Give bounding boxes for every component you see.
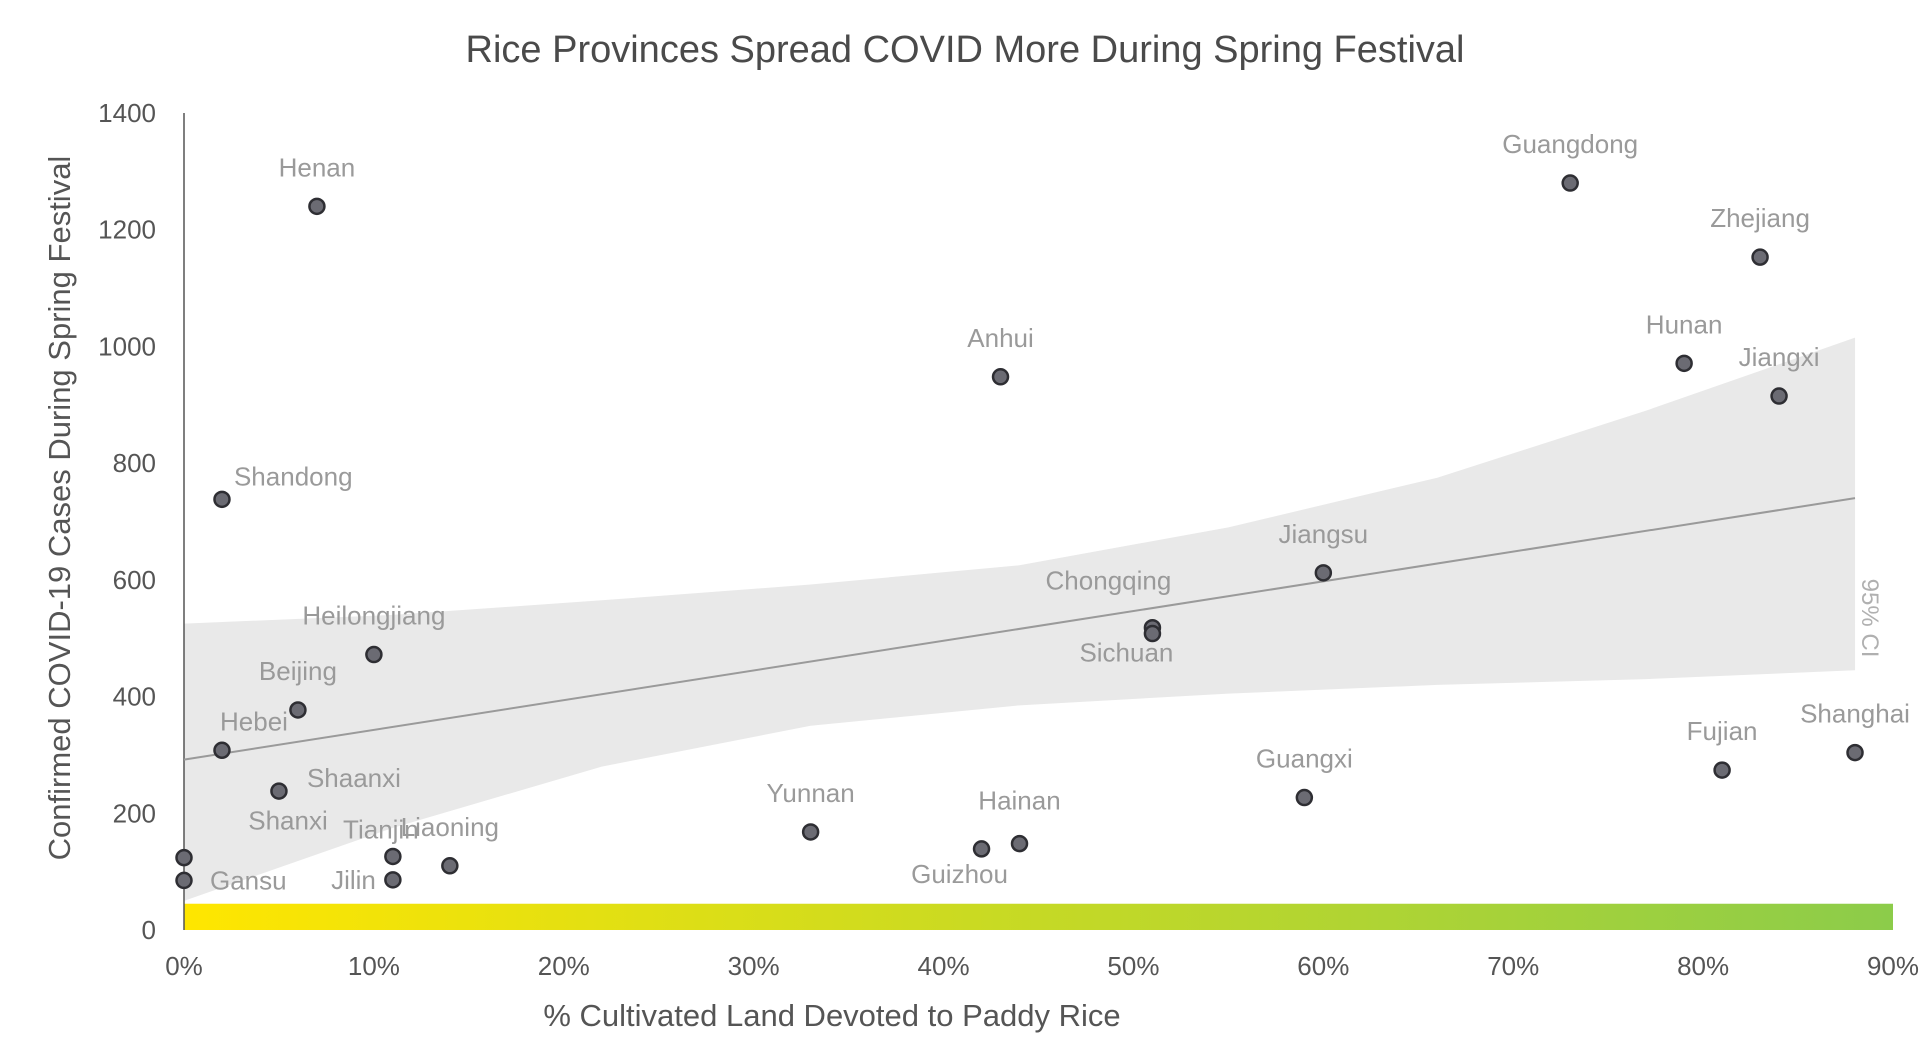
x-tick-label: 10% (348, 951, 400, 981)
point-label: Liaoning (401, 812, 499, 842)
point-label: Gansu (210, 865, 287, 895)
data-point (1143, 624, 1162, 643)
y-tick-label: 1000 (98, 331, 156, 361)
point-label: Anhui (967, 323, 1034, 353)
ci-label: 95% CI (1856, 579, 1883, 658)
point-label: Jilin (331, 865, 376, 895)
point-label: Hainan (978, 786, 1060, 816)
data-point (441, 857, 459, 875)
data-point (213, 490, 231, 509)
point-label: Beijing (259, 656, 337, 686)
trend-line-layer (183, 497, 1856, 761)
point-label: Guangxi (1256, 744, 1353, 774)
confidence-band (184, 337, 1856, 901)
x-tick-label: 60% (1297, 951, 1349, 981)
point-label: Yunnan (767, 778, 855, 808)
x-tick-label: 90% (1867, 951, 1919, 981)
point-label: Shaanxi (307, 763, 401, 793)
y-tick-label: 0 (142, 915, 156, 945)
y-tick-label: 400 (113, 682, 156, 712)
point-label: Shandong (234, 461, 353, 491)
point-label: Chongqing (1046, 566, 1172, 596)
data-point (1561, 174, 1579, 192)
chart-title: Rice Provinces Spread COVID More During … (466, 29, 1465, 71)
y-tick-label: 1400 (98, 98, 156, 128)
data-point (384, 871, 402, 889)
y-tick-label: 800 (113, 448, 156, 478)
data-point (270, 782, 288, 800)
point-label: Zhejiang (1710, 203, 1810, 233)
point-label: Jiangxi (1739, 342, 1820, 372)
x-tick-label: 30% (728, 951, 780, 981)
x-tick-label: 70% (1487, 951, 1539, 981)
point-label: Guangdong (1502, 129, 1638, 159)
data-point (1295, 788, 1314, 807)
rice-color-bar (184, 903, 1893, 930)
data-points (175, 174, 1864, 890)
data-point (1846, 743, 1864, 762)
x-axis-title: % Cultivated Land Devoted to Paddy Rice (543, 998, 1120, 1033)
x-tick-label: 20% (538, 951, 590, 981)
x-tick-label: 50% (1107, 951, 1159, 981)
data-point (365, 645, 383, 664)
trend-line (183, 497, 1856, 761)
y-tick-label: 600 (113, 565, 156, 595)
x-axis-ticks: 0% 10% 20% 30% 40% 50% 60% 70% 80% 90% (165, 951, 1919, 981)
data-point (1713, 761, 1731, 779)
data-point (175, 871, 193, 890)
point-label: Jiangsu (1279, 519, 1369, 549)
y-tick-label: 200 (113, 798, 156, 828)
data-point (213, 741, 231, 760)
data-point (1675, 354, 1693, 373)
data-point (1314, 564, 1333, 582)
data-point (1751, 248, 1769, 266)
point-label: Shanxi (248, 806, 328, 836)
point-label: Guizhou (911, 859, 1008, 889)
data-point (308, 197, 326, 216)
data-point (384, 847, 402, 866)
point-label: Heilongjiang (302, 601, 445, 631)
data-point (1010, 834, 1029, 853)
data-point (991, 368, 1010, 386)
confidence-band-layer (184, 337, 1856, 901)
point-label: Fujian (1687, 716, 1758, 746)
point-label: Hunan (1646, 309, 1723, 339)
y-axis-title: Confirmed COVID-19 Cases During Spring F… (42, 156, 77, 861)
point-label: Henan (279, 152, 356, 182)
y-axis-ticks: 0 200 400 600 800 1000 1200 1400 (98, 98, 156, 945)
point-labels: Henan Shandong Heilongjiang Beijing Hebei Sha… (210, 129, 1910, 895)
data-point (289, 701, 307, 719)
x-tick-label: 0% (165, 951, 203, 981)
data-point (972, 840, 991, 858)
x-tick-label: 40% (918, 951, 970, 981)
point-label: Sichuan (1079, 638, 1173, 668)
x-tick-label: 80% (1677, 951, 1729, 981)
point-label: Tianjin (343, 814, 419, 844)
data-point (1770, 387, 1788, 405)
point-label: Hebei (220, 706, 288, 736)
y-tick-label: 1200 (98, 215, 156, 245)
point-label: Shanghai (1800, 699, 1910, 729)
data-point (175, 848, 193, 867)
data-point (801, 823, 820, 841)
